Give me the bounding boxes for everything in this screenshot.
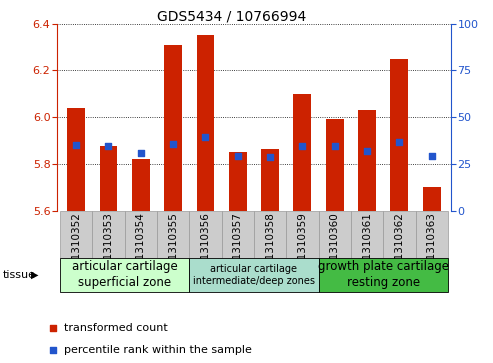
Point bbox=[298, 143, 306, 149]
Bar bbox=[67, 108, 85, 211]
Point bbox=[49, 347, 57, 353]
Bar bbox=[383, 211, 416, 258]
Bar bbox=[132, 159, 150, 211]
Bar bbox=[157, 211, 189, 258]
Bar bbox=[229, 152, 246, 211]
Text: GSM1310353: GSM1310353 bbox=[104, 212, 113, 282]
Point bbox=[49, 325, 57, 331]
Bar bbox=[261, 148, 279, 211]
Point bbox=[72, 142, 80, 148]
Bar bbox=[60, 211, 92, 258]
Bar bbox=[318, 211, 351, 258]
Bar bbox=[423, 187, 441, 211]
Bar bbox=[351, 211, 383, 258]
Point bbox=[428, 153, 436, 159]
Point bbox=[137, 150, 144, 156]
Text: GSM1310356: GSM1310356 bbox=[200, 212, 211, 282]
Point bbox=[169, 141, 177, 147]
Bar bbox=[221, 211, 254, 258]
Text: GSM1310360: GSM1310360 bbox=[330, 212, 340, 282]
Text: GSM1310361: GSM1310361 bbox=[362, 212, 372, 282]
Text: GSM1310352: GSM1310352 bbox=[71, 212, 81, 282]
Bar bbox=[358, 110, 376, 211]
Text: articular cartilage
intermediate/deep zones: articular cartilage intermediate/deep zo… bbox=[193, 264, 315, 286]
Bar bbox=[254, 211, 286, 258]
Text: articular cartilage
superficial zone: articular cartilage superficial zone bbox=[71, 261, 177, 289]
Bar bbox=[326, 119, 344, 211]
Text: tissue: tissue bbox=[2, 270, 35, 280]
Bar bbox=[416, 211, 448, 258]
Text: ▶: ▶ bbox=[31, 270, 38, 280]
Bar bbox=[92, 211, 125, 258]
Text: percentile rank within the sample: percentile rank within the sample bbox=[64, 345, 252, 355]
Bar bbox=[390, 59, 408, 211]
Text: GSM1310355: GSM1310355 bbox=[168, 212, 178, 282]
Bar bbox=[164, 45, 182, 211]
Point bbox=[105, 143, 112, 149]
Point bbox=[202, 134, 210, 140]
Point bbox=[363, 148, 371, 154]
Text: GSM1310359: GSM1310359 bbox=[297, 212, 308, 282]
Point bbox=[395, 139, 403, 144]
Point bbox=[266, 154, 274, 160]
Text: transformed count: transformed count bbox=[64, 323, 168, 333]
Text: GSM1310354: GSM1310354 bbox=[136, 212, 146, 282]
Bar bbox=[286, 211, 318, 258]
Text: GSM1310362: GSM1310362 bbox=[394, 212, 404, 282]
Bar bbox=[293, 94, 311, 211]
Text: growth plate cartilage
resting zone: growth plate cartilage resting zone bbox=[317, 261, 449, 289]
Text: GSM1310363: GSM1310363 bbox=[427, 212, 437, 282]
Text: GSM1310357: GSM1310357 bbox=[233, 212, 243, 282]
Bar bbox=[189, 211, 221, 258]
Bar bbox=[189, 258, 318, 292]
Bar bbox=[125, 211, 157, 258]
Text: GSM1310358: GSM1310358 bbox=[265, 212, 275, 282]
Bar bbox=[318, 258, 448, 292]
Bar bbox=[60, 258, 189, 292]
Bar bbox=[100, 146, 117, 211]
Point bbox=[234, 153, 242, 159]
Bar bbox=[197, 35, 214, 211]
Point bbox=[331, 143, 339, 149]
Text: GDS5434 / 10766994: GDS5434 / 10766994 bbox=[157, 9, 306, 23]
